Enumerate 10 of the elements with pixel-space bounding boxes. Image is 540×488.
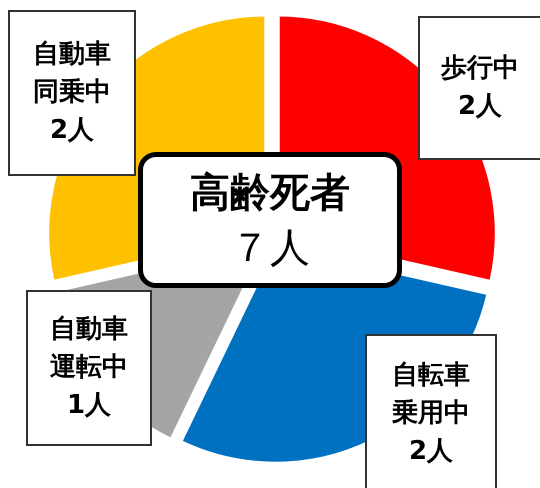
text: 高齢死者 — [189, 169, 351, 218]
slice-label: 自動車同乗中 — [33, 38, 111, 110]
data-label: 2人 — [48, 114, 96, 147]
data-label: 2人 — [408, 434, 454, 468]
text: ７人 — [229, 224, 311, 273]
slice-label: 歩行中 — [441, 52, 519, 86]
data-label: 2人 — [456, 90, 504, 123]
slice-label: 自転車乗用中 — [392, 359, 470, 430]
data-label: 1人 — [66, 388, 112, 422]
slice-label: 自動車運転中 — [50, 313, 128, 384]
